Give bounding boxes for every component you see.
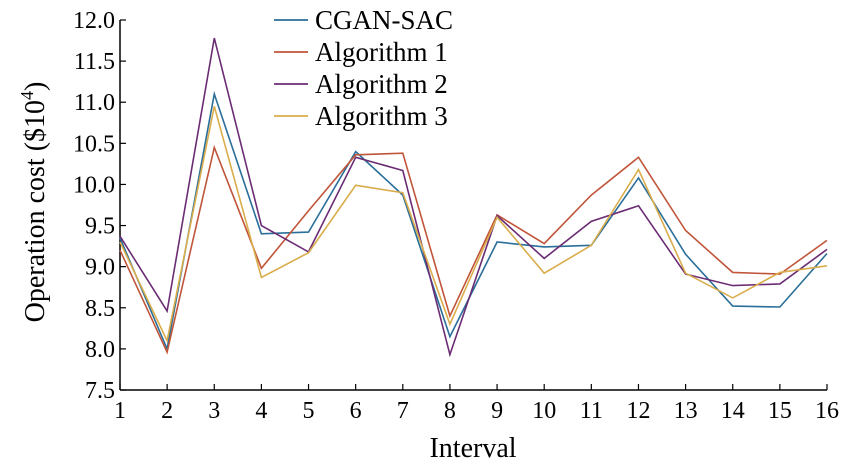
y-tick-label: 11.5: [74, 49, 115, 75]
y-tick-label: 12.0: [73, 8, 115, 34]
chart-axes: [119, 20, 827, 391]
x-tick-label: 16: [815, 398, 839, 424]
x-tick-label: 2: [161, 398, 173, 424]
x-axis-ticks: 1 2 3 4 5 6 7 8 9 10 11 12 13 14 15 16: [114, 384, 839, 424]
y-tick-label: 10.0: [73, 172, 115, 198]
y-tick-label: 9.5: [85, 214, 115, 240]
y-tick-label: 11.0: [74, 90, 115, 116]
y-axis-title: Operation cost ($104): [17, 82, 51, 323]
x-tick-label: 5: [303, 398, 315, 424]
x-tick-label: 10: [532, 398, 556, 424]
y-axis-ticks: 7.5 8.0 8.5 9.0 9.5 10.0 10.5 11.0 11.5 12.0: [73, 8, 126, 404]
series-lines: [119, 37, 828, 358]
x-tick-label: 14: [721, 398, 745, 424]
series-line-3: [119, 37, 828, 358]
x-axis-title: Interval: [429, 433, 516, 464]
y-tick-label: 9.0: [85, 255, 115, 281]
x-tick-label: 9: [491, 398, 503, 424]
series-line-4: [119, 106, 828, 344]
series-line-2: [119, 144, 828, 355]
x-tick-label: 7: [397, 398, 409, 424]
y-tick-label: 10.5: [73, 131, 115, 157]
x-tick-label: 4: [255, 398, 267, 424]
x-tick-label: 11: [580, 398, 603, 424]
x-tick-label: 13: [674, 398, 698, 424]
y-tick-label: 8.5: [85, 296, 115, 322]
series-line-1: [119, 90, 828, 352]
x-tick-label: 12: [626, 398, 650, 424]
legend-label-3: Algorithm 2: [315, 69, 448, 99]
legend-label-1: CGAN-SAC: [315, 5, 453, 35]
legend-label-4: Algorithm 3: [315, 101, 448, 131]
x-tick-label: 15: [768, 398, 792, 424]
x-tick-label: 1: [114, 398, 126, 424]
legend-label-2: Algorithm 1: [315, 37, 448, 67]
x-tick-label: 8: [444, 398, 456, 424]
x-tick-label: 6: [350, 398, 362, 424]
y-tick-label: 8.0: [85, 337, 115, 363]
y-tick-label: 7.5: [85, 378, 115, 404]
x-tick-label: 3: [208, 398, 220, 424]
